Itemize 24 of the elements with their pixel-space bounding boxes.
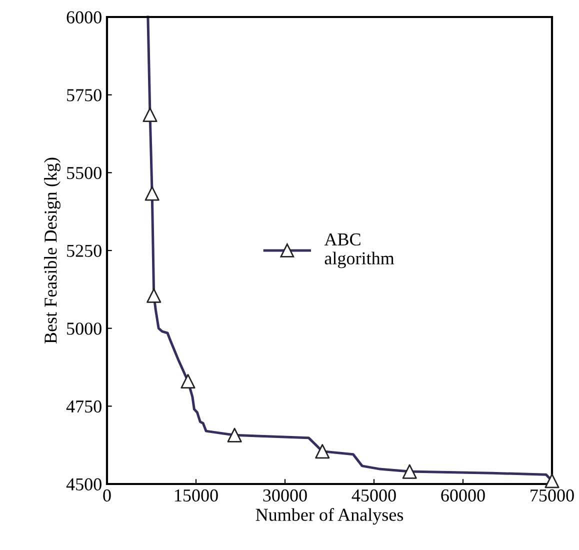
point bbox=[315, 444, 330, 459]
point bbox=[180, 374, 196, 389]
y-axis-title: Best Feasible Design (kg) bbox=[44, 158, 60, 344]
point bbox=[402, 464, 417, 479]
point bbox=[144, 186, 160, 201]
y-tick-label: 4500 bbox=[66, 478, 102, 490]
legend-label: ABC algorithm bbox=[324, 233, 394, 268]
point bbox=[227, 428, 242, 442]
y-tick-label: 5750 bbox=[67, 89, 102, 102]
x-axis-title: Number of Analyses bbox=[256, 508, 404, 525]
y-tick-label: 5500 bbox=[67, 166, 102, 180]
point bbox=[146, 288, 162, 303]
x-tick-label: 0 bbox=[103, 489, 111, 502]
x-tick-label: 30000 bbox=[263, 489, 307, 502]
x-tick-label: 60000 bbox=[441, 489, 485, 502]
point bbox=[544, 474, 560, 488]
point bbox=[142, 107, 158, 122]
y-tick-label: 5000 bbox=[67, 322, 102, 335]
y-tick-label: 5250 bbox=[67, 244, 102, 257]
x-tick-label: 75000 bbox=[530, 489, 574, 502]
y-tick-label: 4750 bbox=[66, 400, 102, 413]
x-tick-label: 15000 bbox=[175, 489, 218, 502]
y-tick-label: 6000 bbox=[66, 11, 102, 24]
x-tick-label: 45000 bbox=[352, 489, 396, 502]
